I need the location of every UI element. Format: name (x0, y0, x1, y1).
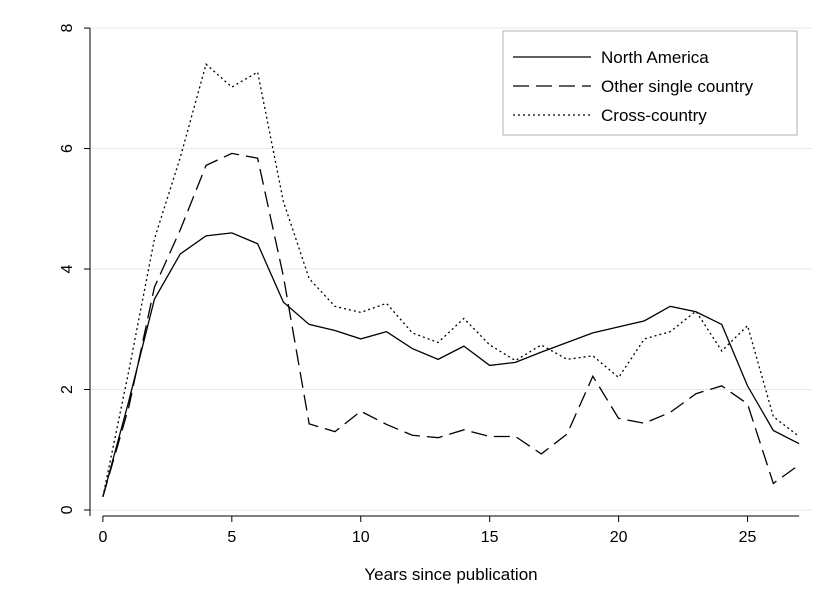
axes (89, 28, 800, 517)
y-tick-label: 6 (59, 144, 76, 153)
y-tick-label: 2 (59, 385, 76, 394)
x-tick-label: 10 (352, 529, 370, 546)
tick-marks: 0 2 4 6 8 0 5 10 15 20 25 (59, 24, 756, 546)
series-line-solid (102, 232, 800, 497)
legend-box (502, 30, 798, 136)
series-lines (102, 63, 800, 497)
y-tick-label: 4 (59, 264, 76, 273)
x-tick-label: 25 (739, 529, 757, 546)
legend-label: Other single country (601, 77, 754, 96)
y-tick-label: 0 (59, 505, 76, 514)
x-tick-label: 5 (227, 529, 236, 546)
x-tick-label: 20 (610, 529, 628, 546)
legend-label: North America (601, 48, 709, 67)
y-tick-label: 8 (59, 24, 76, 33)
gridlines (90, 27, 812, 511)
x-tick-label: 0 (98, 529, 107, 546)
legend-label: Cross-country (601, 106, 707, 125)
x-axis-title: Years since publication (364, 565, 537, 584)
series-line-dashed (102, 152, 800, 497)
x-tick-label: 15 (481, 529, 499, 546)
legend: North America Other single country Cross-c… (502, 30, 798, 136)
